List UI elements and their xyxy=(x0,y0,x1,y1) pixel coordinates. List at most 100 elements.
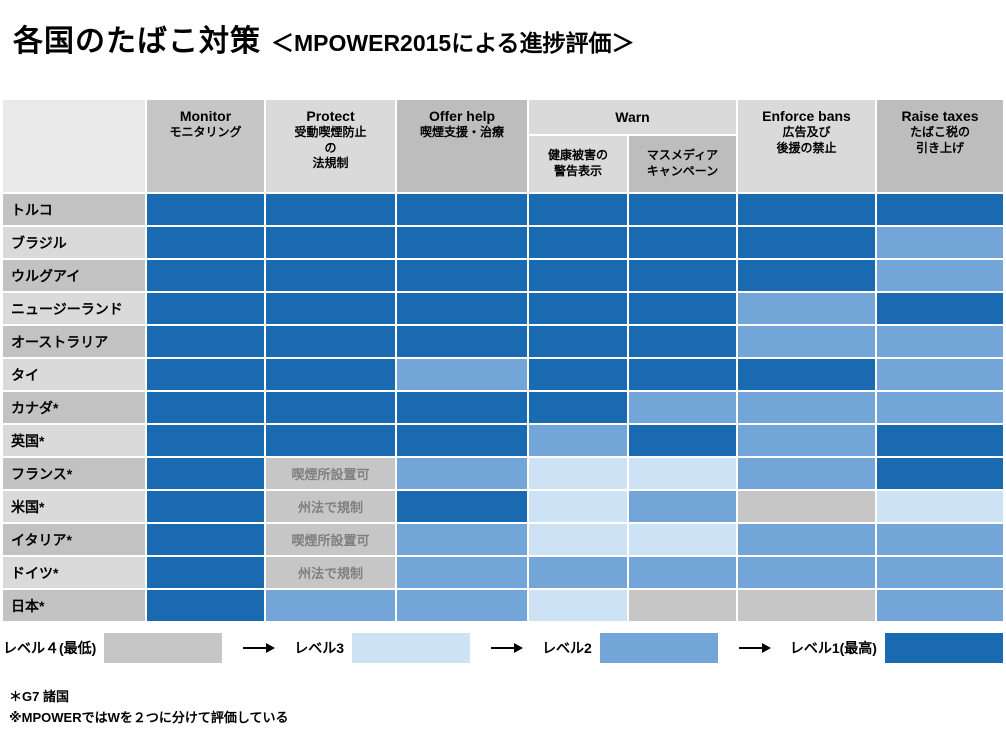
legend: レベル４(最低) レベル3 レベル2 レベル1(最高) xyxy=(3,633,1003,663)
grid-cell-level2 xyxy=(877,359,1003,390)
grid-cell-level2 xyxy=(738,458,875,489)
grid-cell-level1 xyxy=(629,359,736,390)
grid-cell-level2 xyxy=(877,590,1003,621)
row-label-country: ブラジル xyxy=(3,227,145,258)
grid-cell-level1 xyxy=(266,293,395,324)
grid-cell-level1 xyxy=(147,293,264,324)
grid-cell-level3 xyxy=(529,590,627,621)
grid-cell-level1 xyxy=(147,260,264,291)
grid-cell-level1 xyxy=(147,227,264,258)
grid-cell-level2 xyxy=(877,227,1003,258)
grid-cell-level1 xyxy=(266,326,395,357)
cell-note: 喫煙所設置可 xyxy=(291,467,370,482)
column-header-warn: Warn xyxy=(529,100,736,134)
grid-cell-level1 xyxy=(629,194,736,225)
row-label-country: タイ xyxy=(3,359,145,390)
grid-cell-level4: 喫煙所設置可 xyxy=(266,458,395,489)
legend-label: レベル3 xyxy=(294,640,345,656)
grid-cell-level1 xyxy=(147,425,264,456)
column-header-en: Offer help xyxy=(428,108,496,124)
column-header-offer-help: Offer help 喫煙支援・治療 xyxy=(397,100,527,192)
grid-cell-level4: 喫煙所設置可 xyxy=(266,524,395,555)
grid-cell-level1 xyxy=(738,227,875,258)
grid-cell-level1 xyxy=(147,326,264,357)
grid-cell-level1 xyxy=(147,590,264,621)
grid-cell-level2 xyxy=(877,326,1003,357)
row-label-country: カナダ* xyxy=(3,392,145,423)
legend-swatch-level4 xyxy=(104,633,223,663)
legend-label: レベル2 xyxy=(542,640,592,656)
legend-arrow-icon xyxy=(491,643,524,653)
table-corner-cell xyxy=(3,100,145,192)
column-header-en: Raise taxes xyxy=(901,108,979,124)
mpower-table: Monitor モニタリング Protect 受動喫煙防止 の 法規制 Offer he… xyxy=(3,100,1003,621)
grid-cell-level1 xyxy=(877,458,1003,489)
cell-note: 喫煙所設置可 xyxy=(291,533,370,548)
grid-cell-level2 xyxy=(877,557,1003,588)
column-header-monitor: Monitor モニタリング xyxy=(147,100,264,192)
grid-cell-level3 xyxy=(629,458,736,489)
grid-cell-level3 xyxy=(529,524,627,555)
grid-cell-level2 xyxy=(738,557,875,588)
legend-arrow-icon xyxy=(243,643,276,653)
legend-item-level4: レベル４(最低) xyxy=(3,633,223,663)
grid-cell-level1 xyxy=(629,260,736,291)
grid-cell-level1 xyxy=(147,194,264,225)
legend-item-level2: レベル2 xyxy=(542,633,718,663)
grid-cell-level2 xyxy=(629,557,736,588)
grid-cell-level2 xyxy=(738,425,875,456)
legend-label: レベル1(最高) xyxy=(789,640,877,656)
column-subheader-warn-health-labels: 健康被害の 警告表示 xyxy=(529,136,627,192)
grid-cell-level1 xyxy=(529,227,627,258)
grid-cell-level1 xyxy=(397,491,527,522)
grid-cell-level1 xyxy=(397,227,527,258)
column-header-ja: たばこ税の 引き上げ xyxy=(909,125,970,155)
grid-cell-level2 xyxy=(397,524,527,555)
grid-cell-level2 xyxy=(629,491,736,522)
grid-cell-level2 xyxy=(397,458,527,489)
grid-cell-level2 xyxy=(397,557,527,588)
page-subtitle: ＜MPOWER2015による進捗評価＞ xyxy=(271,30,635,56)
row-label-country: 日本* xyxy=(3,590,145,621)
grid-cell-level1 xyxy=(147,392,264,423)
grid-cell-level1 xyxy=(266,260,395,291)
grid-cell-level1 xyxy=(397,194,527,225)
page-title: 各国のたばこ対策 xyxy=(13,25,261,58)
grid-cell-level1 xyxy=(738,194,875,225)
column-header-en: Protect xyxy=(306,108,355,124)
legend-swatch-level2 xyxy=(599,633,718,663)
grid-cell-level1 xyxy=(877,194,1003,225)
grid-cell-level4: 州法で規制 xyxy=(266,491,395,522)
grid-cell-level1 xyxy=(629,326,736,357)
row-label-country: フランス* xyxy=(3,458,145,489)
column-header-en: Warn xyxy=(615,108,650,125)
grid-cell-level4 xyxy=(738,590,875,621)
row-label-country: オーストラリア xyxy=(3,326,145,357)
legend-swatch-level1 xyxy=(884,633,1003,663)
column-subheader-label: 健康被害の 警告表示 xyxy=(547,148,608,178)
grid-cell-level4 xyxy=(629,590,736,621)
grid-cell-level4 xyxy=(738,491,875,522)
legend-arrow-icon xyxy=(738,643,771,653)
grid-cell-level1 xyxy=(147,491,264,522)
grid-cell-level4: 州法で規制 xyxy=(266,557,395,588)
grid-cell-level1 xyxy=(147,524,264,555)
grid-cell-level1 xyxy=(877,293,1003,324)
grid-cell-level1 xyxy=(266,194,395,225)
grid-cell-level2 xyxy=(397,359,527,390)
grid-cell-level2 xyxy=(397,590,527,621)
grid-cell-level1 xyxy=(529,260,627,291)
row-label-country: ウルグアイ xyxy=(3,260,145,291)
grid-cell-level2 xyxy=(738,524,875,555)
legend-item-level3: レベル3 xyxy=(294,633,471,663)
legend-item-level1: レベル1(最高) xyxy=(790,633,1003,663)
column-header-enforce-bans: Enforce bans 広告及び 後援の禁止 xyxy=(738,100,875,192)
row-label-country: ドイツ* xyxy=(3,557,145,588)
column-header-en: Monitor xyxy=(179,108,232,124)
grid-cell-level1 xyxy=(629,425,736,456)
grid-cell-level3 xyxy=(629,524,736,555)
grid-cell-level2 xyxy=(629,392,736,423)
row-label-country: ニュージーランド xyxy=(3,293,145,324)
grid-cell-level1 xyxy=(397,392,527,423)
